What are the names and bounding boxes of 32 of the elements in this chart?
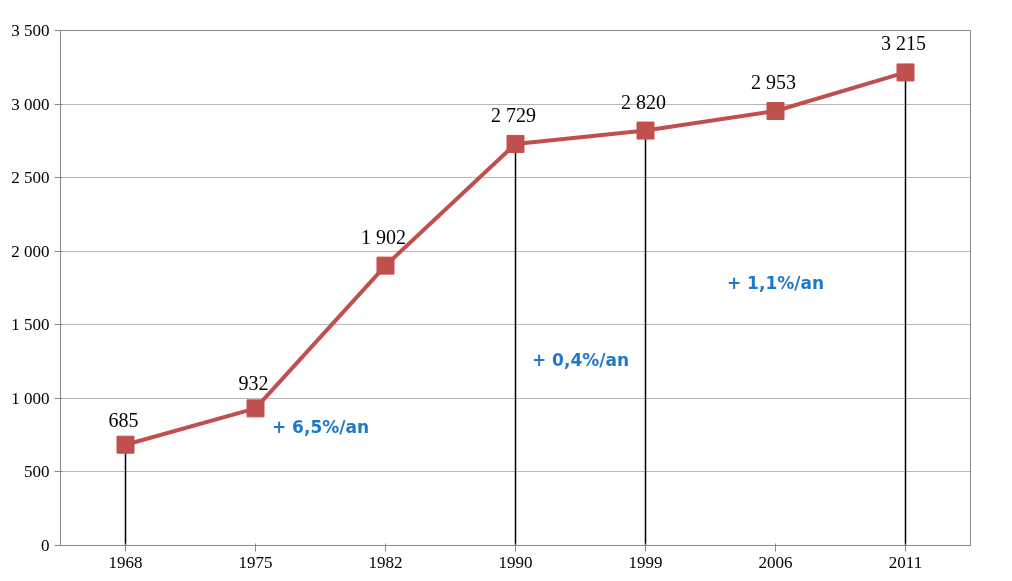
point	[116, 435, 135, 454]
point	[896, 63, 915, 82]
data-label: 1 902	[361, 225, 406, 248]
point	[766, 101, 785, 120]
data-label: 2 729	[491, 103, 536, 126]
x-tick-label: 1968	[108, 552, 143, 572]
y-tick-label: 0	[41, 536, 50, 555]
x-tick-label: 2006	[758, 552, 793, 572]
y-tick-label: 3 000	[11, 94, 50, 114]
x-tick-label: 1982	[368, 552, 403, 572]
x-tick-label: 1990	[498, 552, 533, 572]
point	[376, 256, 395, 275]
annotation: + 6,5%/an	[271, 417, 370, 438]
y-tick-label: 2 500	[11, 168, 50, 188]
x-tick-label: 2011	[888, 552, 923, 572]
data-label: 2 820	[621, 90, 666, 113]
data-label: 932	[238, 372, 269, 395]
point	[636, 121, 655, 140]
x-tick-label: 1975	[238, 552, 273, 572]
y-tick-label: 3 500	[11, 21, 50, 40]
point	[246, 399, 265, 418]
annotation: + 0,4%/an	[531, 350, 630, 371]
data-label: 3 215	[881, 32, 926, 55]
annotation: + 1,1%/an	[726, 272, 825, 293]
y-tick-label: 500	[24, 462, 50, 482]
point	[506, 134, 525, 153]
data-label: 685	[108, 408, 139, 431]
y-tick-label: 2 000	[11, 241, 50, 261]
y-tick-label: 1 500	[11, 315, 50, 335]
data-label: 2 953	[751, 70, 796, 93]
x-tick-label: 1999	[628, 552, 663, 572]
y-tick-label: 1 000	[11, 388, 50, 408]
